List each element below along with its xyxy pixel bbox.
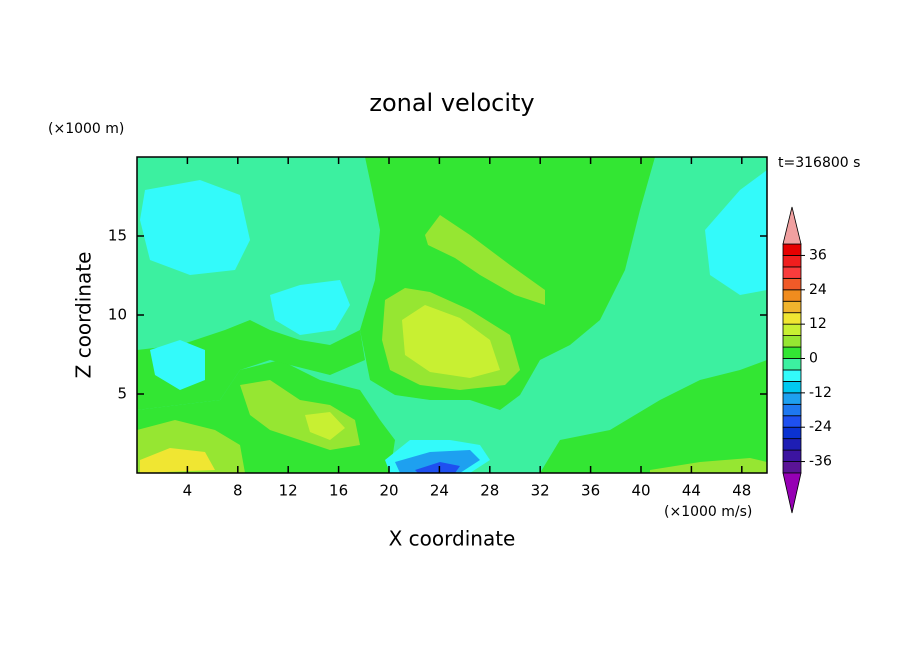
colorbar-box — [782, 369, 802, 382]
colorbar-box — [782, 346, 802, 359]
contour-field — [137, 157, 767, 473]
x-axis-label: X coordinate — [389, 527, 516, 551]
field-region — [415, 462, 460, 473]
x-tick-label: 8 — [233, 482, 243, 500]
colorbar-box — [782, 255, 802, 268]
field-region — [140, 448, 215, 473]
x-tick-label: 16 — [329, 482, 348, 500]
x-tick-label: 4 — [183, 482, 193, 500]
field-region — [150, 340, 205, 390]
x-tick-label: 24 — [430, 482, 449, 500]
field-region — [650, 458, 767, 473]
colorbar-extend-low — [782, 472, 802, 514]
colorbar-box — [782, 461, 802, 474]
colorbar-tick-label: -12 — [809, 385, 832, 401]
x-tick-label: 32 — [531, 482, 550, 500]
colorbar-box — [782, 392, 802, 405]
chart-title: zonal velocity — [369, 89, 534, 117]
colorbar-box — [782, 426, 802, 440]
field-region — [270, 280, 350, 335]
field-region — [425, 215, 545, 305]
colorbar-box — [782, 289, 802, 302]
colorbar-tick-label: -36 — [809, 454, 832, 470]
colorbar-extend-high — [782, 206, 802, 245]
y-unit: (×1000 m) — [48, 121, 124, 137]
colorbar-box — [782, 323, 802, 336]
field-region — [402, 305, 500, 378]
colorbar-box — [782, 449, 802, 462]
colorbar-box — [782, 312, 802, 325]
colorbar-box — [782, 335, 802, 348]
colorbar-box — [782, 277, 802, 291]
x-tick-label: 28 — [480, 482, 499, 500]
field-region — [140, 180, 250, 275]
field-region — [137, 320, 365, 410]
colorbar-box — [782, 266, 802, 279]
colorbar-tick-label: 0 — [809, 351, 818, 367]
field-region — [705, 170, 767, 295]
colorbar-box — [782, 300, 802, 314]
colorbar-tick-label: 24 — [809, 282, 827, 298]
colorbar-tick-label: 36 — [809, 247, 827, 263]
x-tick-label: 12 — [279, 482, 298, 500]
colorbar-box — [782, 415, 802, 428]
colorbar-box — [782, 403, 802, 417]
field-region — [305, 412, 345, 440]
colorbar-box — [782, 358, 802, 371]
field-region — [540, 360, 767, 473]
time-label: t=316800 s — [778, 155, 860, 171]
x-tick-label: 36 — [581, 482, 600, 500]
colorbar-box — [782, 438, 802, 451]
colorbar-box — [782, 243, 802, 256]
x-tick-label: 20 — [379, 482, 398, 500]
y-tick-label: 10 — [108, 306, 127, 324]
x-tick-label: 44 — [682, 482, 701, 500]
x-tick-label: 48 — [732, 482, 751, 500]
y-axis-label: Z coordinate — [72, 252, 96, 379]
colorbar-tick-label: -24 — [809, 419, 832, 435]
colorbar-tick-label: 12 — [809, 316, 827, 332]
y-tick-label: 5 — [117, 385, 127, 403]
x-tick-label: 40 — [631, 482, 650, 500]
colorbar-box — [782, 380, 802, 394]
x-unit: (×1000 m/s) — [664, 504, 752, 520]
y-tick-label: 15 — [108, 227, 127, 245]
